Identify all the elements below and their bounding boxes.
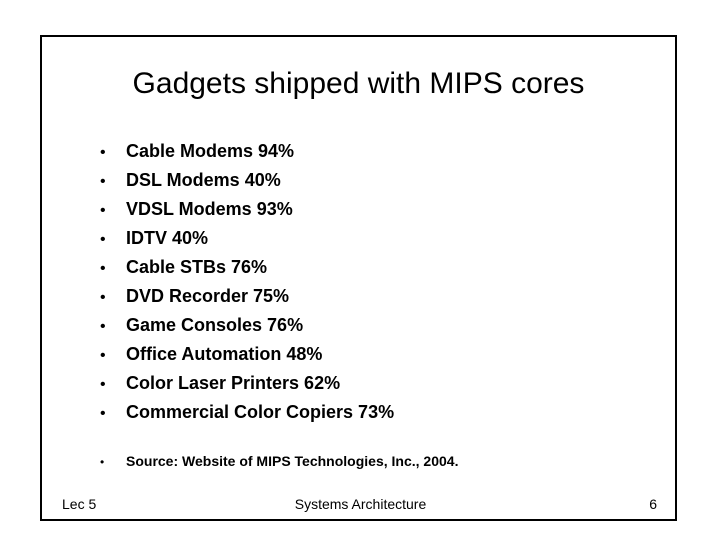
footer-lecture: Lec 5 [62,496,97,512]
source-text: Source: Website of MIPS Technologies, In… [126,453,459,469]
bullet-icon: • [100,173,106,190]
source-note: • Source: Website of MIPS Technologies, … [100,451,458,472]
list-item: • Commercial Color Copiers 73% [100,398,394,427]
bullet-icon: • [100,144,106,161]
list-item: • Office Automation 48% [100,340,394,369]
bullet-text: Color Laser Printers 62% [126,373,341,393]
list-item: • IDTV 40% [100,224,394,253]
list-item: • Cable STBs 76% [100,253,394,282]
list-item: • Color Laser Printers 62% [100,369,394,398]
bullet-text: Cable STBs 76% [126,257,268,277]
bullet-icon: • [100,231,106,248]
bullet-icon: • [100,202,106,219]
bullet-text: IDTV 40% [126,228,209,248]
slide-title: Gadgets shipped with MIPS cores [132,67,585,100]
bullet-icon: • [100,455,105,469]
bullet-text: Game Consoles 76% [126,315,304,335]
bullet-icon: • [100,260,106,277]
bullet-icon: • [100,347,106,364]
bullet-list: • Cable Modems 94% • DSL Modems 40% • VD… [100,137,394,427]
slide-frame: Gadgets shipped with MIPS cores • Cable … [40,35,677,521]
bullet-text: Cable Modems 94% [126,141,295,161]
bullet-text: VDSL Modems 93% [126,199,293,219]
list-item: • VDSL Modems 93% [100,195,394,224]
list-item: • Cable Modems 94% [100,137,394,166]
bullet-text: DSL Modems 40% [126,170,281,190]
list-item: • DVD Recorder 75% [100,282,394,311]
bullet-text: Commercial Color Copiers 73% [126,402,395,422]
bullet-icon: • [100,318,106,335]
bullet-icon: • [100,289,106,306]
footer-page-number: 6 [649,496,657,512]
footer-course-title: Systems Architecture [294,496,427,512]
bullet-icon: • [100,405,106,422]
bullet-text: DVD Recorder 75% [126,286,290,306]
bullet-icon: • [100,376,106,393]
list-item: • DSL Modems 40% [100,166,394,195]
bullet-text: Office Automation 48% [126,344,323,364]
list-item: • Game Consoles 76% [100,311,394,340]
